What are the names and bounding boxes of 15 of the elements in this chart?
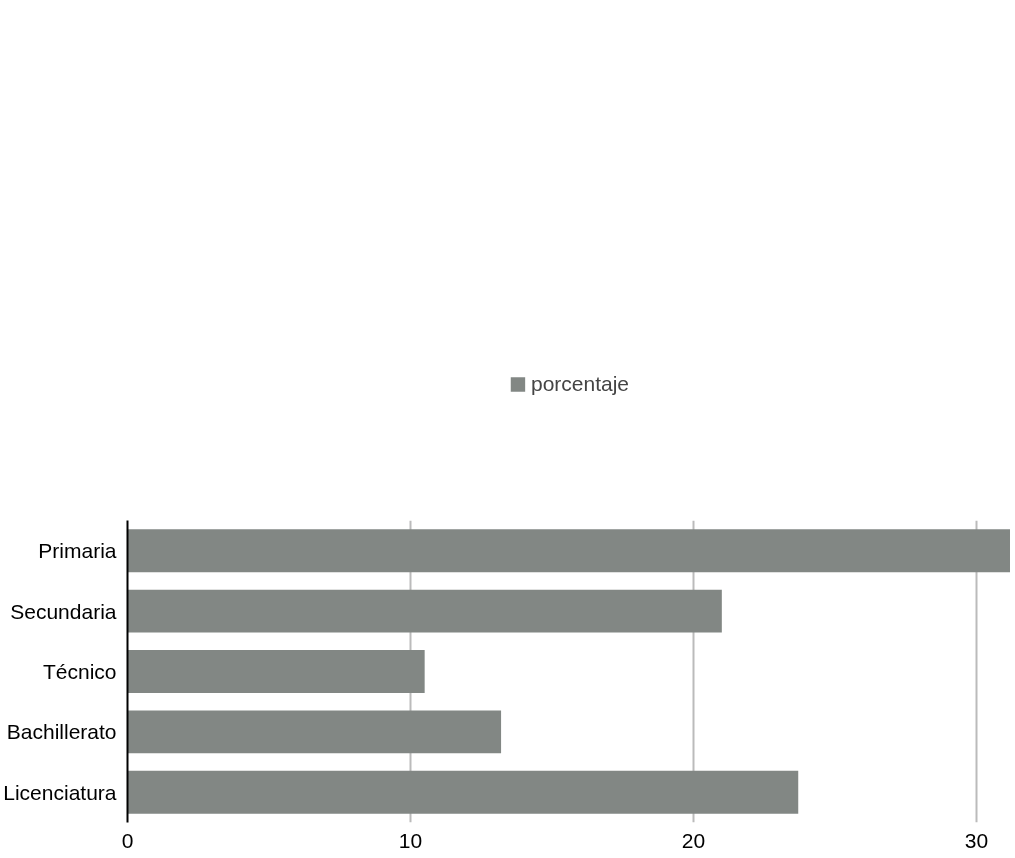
y-tick-label: Técnico	[42, 660, 117, 683]
y-tick-label: Secundaria	[10, 599, 117, 623]
x-tick-label: 20	[681, 828, 706, 852]
x-tick-label: 10	[398, 828, 423, 852]
bar	[127, 589, 722, 633]
bar	[127, 650, 425, 693]
bar	[127, 710, 502, 754]
x-tick-label: 30	[964, 828, 989, 852]
bar	[127, 529, 1010, 573]
y-tick-label: Primaria	[38, 539, 117, 563]
y-tick-label: Licenciatura	[3, 780, 117, 804]
legend-label: porcentaje	[530, 372, 630, 396]
x-tick-label: 0	[121, 828, 134, 852]
y-tick-label: Bachillerato	[6, 720, 117, 744]
bar	[127, 770, 799, 814]
